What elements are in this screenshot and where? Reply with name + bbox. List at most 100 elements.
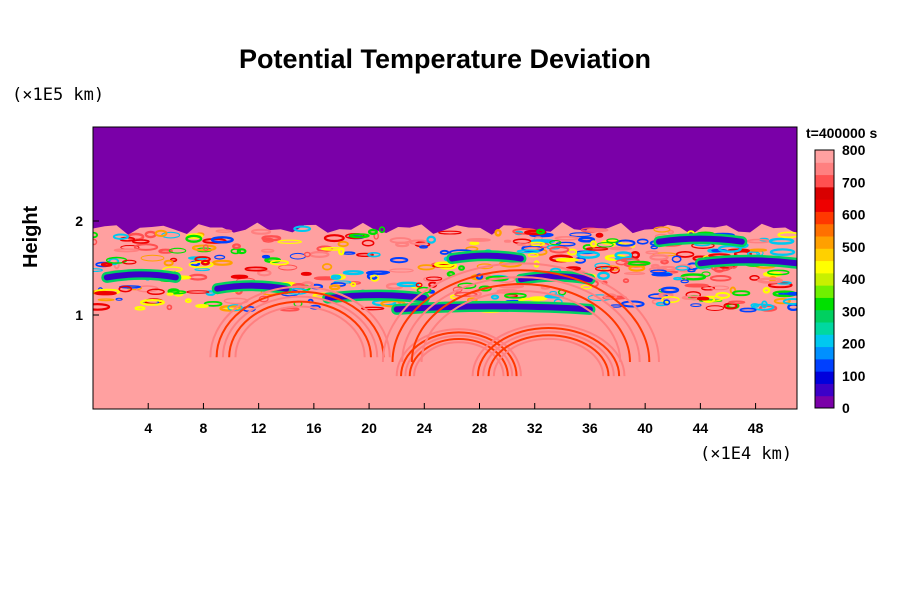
mixing-blob: [739, 307, 757, 313]
mixing-blob: [113, 248, 140, 253]
mixing-blob: [673, 277, 683, 281]
mixing-blob: [709, 275, 732, 282]
colorbar: 0 100 200 300 400 500 600 700 800: [814, 142, 866, 416]
mixing-blob: [215, 229, 233, 234]
x-tick-label: 12: [251, 420, 267, 436]
mixing-blob: [214, 254, 226, 260]
mixing-blob: [122, 259, 137, 265]
mixing-blob: [434, 261, 454, 268]
mixing-blob: [419, 245, 428, 249]
mixing-blob: [195, 304, 209, 308]
colorbar-swatch: [815, 285, 834, 298]
arc-stroke: [476, 327, 621, 377]
mixing-blob: [769, 248, 796, 256]
colorbar-swatch: [815, 248, 834, 262]
mixing-blob: [321, 263, 333, 271]
mixing-blob: [166, 292, 174, 296]
mixing-blob: [623, 272, 646, 276]
x-tick-label: 20: [361, 420, 377, 436]
mixing-blob: [211, 259, 233, 266]
mixing-blob: [680, 279, 689, 284]
mixing-blob: [261, 254, 271, 259]
mixing-blob: [671, 255, 682, 263]
mixing-blob: [717, 244, 742, 253]
mixing-blob: [606, 238, 619, 244]
colorbar-swatch: [815, 358, 834, 372]
mixing-blob: [342, 270, 364, 276]
arc-stroke: [234, 305, 366, 358]
arc-stroke: [492, 337, 605, 377]
mixing-blob: [200, 259, 210, 266]
x-tick-label: 32: [527, 420, 543, 436]
mixing-blob: [660, 286, 680, 294]
arc-stroke: [221, 295, 379, 358]
colorbar-tick-label: 0: [842, 400, 850, 416]
mixing-blob: [146, 288, 165, 296]
arc-stroke: [215, 290, 385, 358]
mixing-blob: [93, 238, 98, 246]
mixing-blob: [139, 299, 165, 306]
mixing-blob: [184, 298, 192, 304]
colorbar-swatch: [815, 272, 834, 286]
colorbar-tick-label: 400: [842, 271, 866, 287]
mixing-blob: [701, 285, 716, 291]
mixing-blob: [168, 247, 187, 254]
mixing-blob: [389, 257, 409, 264]
mixing-blob: [690, 303, 702, 308]
arc-stroke: [482, 330, 615, 377]
colorbar-swatch: [815, 395, 834, 409]
colorbar-swatch: [815, 174, 834, 188]
mixing-blob: [361, 239, 375, 247]
arc-stroke: [410, 283, 631, 363]
mixing-blob: [303, 251, 311, 258]
mixing-blob: [140, 254, 165, 262]
y-tick-label: 2: [75, 213, 83, 229]
mixing-blob: [115, 297, 123, 301]
x-tick-label: 36: [582, 420, 598, 436]
colorbar-swatch: [815, 223, 834, 237]
mixing-blob: [709, 285, 730, 291]
x-tick-label: 48: [748, 420, 764, 436]
mixing-blob: [163, 259, 174, 267]
mixing-blob: [650, 263, 660, 269]
mixing-blob: [649, 254, 669, 261]
mixing-blob: [595, 232, 604, 238]
mixing-blob: [650, 245, 658, 250]
mixing-blob: [458, 265, 466, 271]
mixing-blob: [367, 228, 378, 235]
mixing-blob: [777, 231, 797, 239]
mixing-blob: [749, 248, 768, 252]
colorbar-swatch: [815, 162, 834, 176]
mixing-blob: [293, 225, 312, 233]
mixing-blob: [549, 239, 562, 246]
mixing-blob: [330, 274, 342, 280]
mixing-blob: [596, 242, 614, 248]
mixing-blob: [94, 291, 117, 296]
mixing-blob: [227, 304, 243, 312]
heatmap-field: [93, 127, 797, 409]
mixing-blob: [684, 283, 709, 288]
mixing-blob: [651, 272, 673, 277]
mixing-blob: [577, 236, 596, 243]
mixing-blob: [732, 290, 751, 297]
x-unit-label: (×1E4 km): [700, 444, 793, 464]
mixing-blob: [597, 271, 610, 280]
mixing-blob: [300, 271, 312, 276]
mixing-blob: [186, 290, 210, 294]
arc-stroke: [404, 334, 514, 377]
mixing-blob: [348, 233, 370, 239]
colorbar-tick-label: 800: [842, 142, 866, 158]
mixing-blob: [323, 234, 345, 243]
arc-stroke: [420, 289, 622, 363]
mixing-blob: [594, 265, 615, 272]
mixing-blob: [230, 274, 249, 279]
mixing-blob: [786, 291, 797, 296]
mixing-blob: [478, 285, 492, 292]
mixing-blob: [356, 252, 374, 257]
arc-stroke: [228, 300, 372, 358]
mixing-blob: [118, 285, 133, 293]
mixing-blob: [696, 296, 710, 301]
mixing-blob: [555, 257, 579, 262]
mixing-blob: [504, 292, 527, 299]
